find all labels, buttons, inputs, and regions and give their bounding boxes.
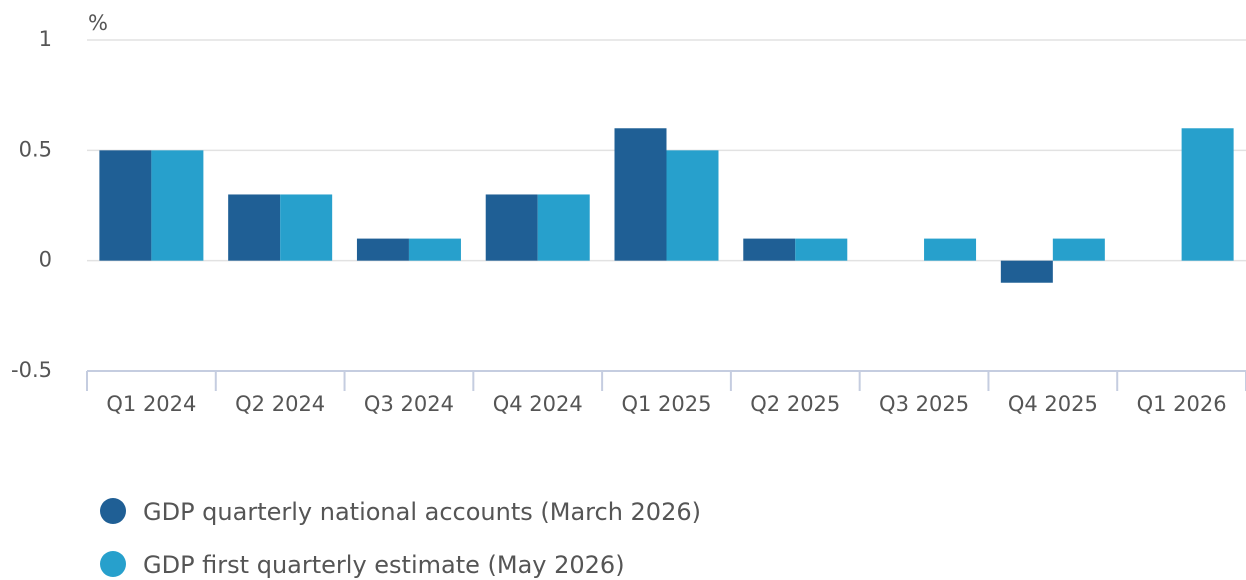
bar	[614, 128, 667, 261]
y-tick-label: 1	[39, 27, 52, 51]
legend: GDP quarterly national accounts (March 2…	[100, 498, 701, 579]
bar	[1052, 238, 1105, 261]
x-tick-label: Q2 2025	[750, 392, 840, 416]
bar	[795, 238, 848, 261]
x-tick-label: Q1 2025	[621, 392, 711, 416]
y-tick-label: 0	[39, 248, 52, 272]
bar	[485, 194, 538, 261]
bar	[99, 150, 152, 261]
x-tick-label: Q3 2025	[879, 392, 969, 416]
bar	[537, 194, 590, 261]
y-axis-label: %	[88, 11, 108, 35]
x-tick-label: Q4 2024	[493, 392, 583, 416]
legend-label: GDP quarterly national accounts (March 2…	[143, 498, 701, 526]
bar	[666, 150, 719, 261]
bar	[743, 238, 796, 261]
bar	[228, 194, 281, 261]
bar	[151, 150, 204, 261]
x-tick-label: Q3 2024	[364, 392, 454, 416]
y-tick-label: 0.5	[19, 137, 52, 161]
bar	[1181, 128, 1234, 261]
x-tick-label: Q1 2026	[1137, 392, 1227, 416]
bar	[924, 238, 977, 261]
bar	[408, 238, 461, 261]
bar	[356, 238, 409, 261]
bar	[280, 194, 333, 261]
legend-label: GDP first quarterly estimate (May 2026)	[143, 551, 625, 579]
bar	[1000, 260, 1053, 283]
x-tick-label: Q2 2024	[235, 392, 325, 416]
legend-marker	[100, 551, 126, 577]
x-tick-label: Q1 2024	[106, 392, 196, 416]
y-tick-label: -0.5	[11, 358, 52, 382]
legend-marker	[100, 498, 126, 524]
x-tick-label: Q4 2025	[1008, 392, 1098, 416]
